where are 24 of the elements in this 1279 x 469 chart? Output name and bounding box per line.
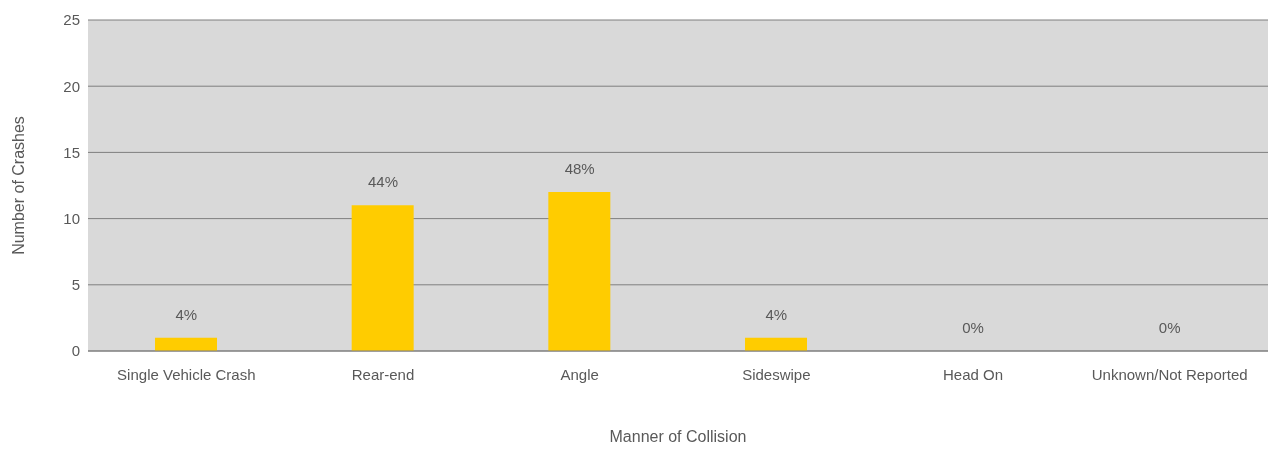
x-tick-label: Rear-end	[351, 365, 415, 383]
annotation: 4%	[175, 305, 198, 323]
annotation: 48%	[564, 160, 595, 178]
x-tick-label: Unknown/Not Reported	[1091, 365, 1248, 383]
y-tick-label: 15	[63, 143, 80, 161]
x-tick-label: Single Vehicle Crash	[117, 365, 256, 383]
y-tick-label: 25	[63, 11, 80, 29]
x-tick-label: Sideswipe	[742, 365, 811, 383]
bar	[155, 337, 217, 351]
annotation: 44%	[367, 173, 399, 191]
annotation: 0%	[962, 319, 984, 336]
y-tick-label: 20	[63, 77, 80, 95]
y-axis-title: Number of Crashes	[9, 116, 27, 255]
x-tick-label: Angle	[560, 365, 599, 383]
annotation: 4%	[765, 305, 788, 323]
bar	[548, 192, 611, 351]
bar	[745, 337, 807, 351]
y-tick-label: 10	[63, 209, 80, 227]
annotation: 0%	[1158, 319, 1181, 336]
y-tick-label: 5	[71, 276, 80, 294]
x-tick-label: Head On	[942, 365, 1004, 383]
x-axis-title: Manner of Collision	[609, 428, 747, 446]
y-tick-label: 0	[71, 342, 80, 360]
bar	[351, 205, 414, 351]
